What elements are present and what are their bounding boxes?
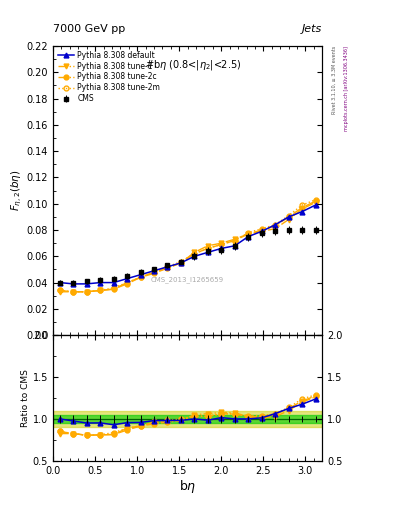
Pythia 8.308 tune-2m [286,212,291,219]
Pythia 8.308 tune-1 [71,289,75,295]
Pythia 8.308 tune-2m [165,264,170,270]
Pythia 8.308 tune-2m [71,289,75,295]
Text: #b$\eta$ (0.8<|$\eta_2$|<2.5): #b$\eta$ (0.8<|$\eta_2$|<2.5) [145,58,241,72]
Pythia 8.308 default [206,249,210,255]
Pythia 8.308 default [111,280,116,286]
Pythia 8.308 tune-2m [206,245,210,251]
Pythia 8.308 tune-2c [111,286,116,292]
Pythia 8.308 default [313,202,318,208]
Pythia 8.308 tune-2m [192,250,197,257]
Pythia 8.308 tune-2m [111,285,116,291]
Pythia 8.308 tune-1 [178,260,183,266]
Pythia 8.308 tune-1 [57,289,62,295]
Pythia 8.308 tune-2m [98,287,103,293]
Pythia 8.308 tune-2m [232,238,237,244]
Pythia 8.308 tune-2m [84,289,89,295]
Pythia 8.308 tune-1 [138,274,143,281]
Pythia 8.308 default [192,253,197,260]
Pythia 8.308 tune-1 [232,236,237,242]
Legend: Pythia 8.308 default, Pythia 8.308 tune-1, Pythia 8.308 tune-2c, Pythia 8.308 tu: Pythia 8.308 default, Pythia 8.308 tune-… [55,48,163,105]
Pythia 8.308 tune-2c [71,289,75,295]
Pythia 8.308 tune-2c [313,198,318,204]
Pythia 8.308 tune-2c [219,241,224,247]
Line: Pythia 8.308 tune-1: Pythia 8.308 tune-1 [57,200,318,294]
Text: CMS_2013_I1265659: CMS_2013_I1265659 [151,276,224,283]
Pythia 8.308 tune-2m [313,197,318,203]
Pythia 8.308 tune-1 [273,226,277,232]
Pythia 8.308 default [57,280,62,286]
Pythia 8.308 tune-2c [57,287,62,293]
Line: Pythia 8.308 tune-2c: Pythia 8.308 tune-2c [57,199,318,294]
Pythia 8.308 default [259,228,264,234]
Pythia 8.308 default [273,222,277,228]
Pythia 8.308 tune-2c [165,265,170,271]
Pythia 8.308 tune-2c [259,227,264,233]
Y-axis label: $F_{\eta,2}(b\eta)$: $F_{\eta,2}(b\eta)$ [9,170,24,211]
Pythia 8.308 tune-2c [178,260,183,266]
Bar [53,411,322,428]
Pythia 8.308 default [125,275,129,282]
Pythia 8.308 tune-2c [206,245,210,251]
Text: Rivet 3.1.10, ≥ 3.3M events: Rivet 3.1.10, ≥ 3.3M events [332,46,337,114]
Pythia 8.308 tune-2m [178,259,183,265]
Pythia 8.308 tune-2m [125,280,129,286]
Pythia 8.308 tune-2m [219,241,224,247]
Bar [53,415,322,423]
Pythia 8.308 tune-2c [300,205,305,211]
Pythia 8.308 default [219,245,224,251]
X-axis label: b$\eta$: b$\eta$ [179,478,196,496]
Pythia 8.308 tune-2m [152,269,156,275]
Pythia 8.308 tune-2m [300,202,305,208]
Pythia 8.308 tune-1 [192,249,197,255]
Pythia 8.308 tune-2c [84,289,89,295]
Pythia 8.308 tune-2c [138,274,143,281]
Pythia 8.308 tune-1 [111,286,116,292]
Pythia 8.308 tune-1 [152,269,156,275]
Pythia 8.308 tune-1 [246,231,251,237]
Pythia 8.308 tune-1 [286,217,291,223]
Text: Jets: Jets [302,24,322,34]
Text: 7000 GeV pp: 7000 GeV pp [53,24,125,34]
Line: Pythia 8.308 tune-2m: Pythia 8.308 tune-2m [57,197,318,294]
Pythia 8.308 tune-1 [206,243,210,249]
Pythia 8.308 default [286,214,291,220]
Pythia 8.308 tune-2m [57,287,62,293]
Line: Pythia 8.308 default: Pythia 8.308 default [57,203,318,286]
Pythia 8.308 default [84,281,89,287]
Pythia 8.308 tune-1 [300,206,305,212]
Pythia 8.308 tune-2m [259,226,264,232]
Pythia 8.308 tune-2m [273,222,277,228]
Pythia 8.308 default [138,272,143,278]
Pythia 8.308 tune-1 [313,199,318,205]
Pythia 8.308 tune-1 [165,265,170,271]
Pythia 8.308 default [98,280,103,286]
Pythia 8.308 tune-2c [232,238,237,244]
Pythia 8.308 tune-2c [125,281,129,287]
Text: mcplots.cern.ch [arXiv:1306.3436]: mcplots.cern.ch [arXiv:1306.3436] [344,46,349,131]
Pythia 8.308 tune-2c [286,214,291,220]
Pythia 8.308 tune-2m [138,274,143,281]
Pythia 8.308 tune-1 [259,228,264,234]
Pythia 8.308 tune-1 [84,289,89,295]
Pythia 8.308 tune-2c [98,287,103,293]
Pythia 8.308 tune-2c [273,223,277,229]
Pythia 8.308 tune-2c [192,250,197,257]
Pythia 8.308 default [178,260,183,266]
Y-axis label: Ratio to CMS: Ratio to CMS [21,369,30,427]
Pythia 8.308 tune-2c [152,270,156,276]
Pythia 8.308 default [232,243,237,249]
Pythia 8.308 default [165,264,170,270]
Pythia 8.308 default [71,281,75,287]
Pythia 8.308 default [152,268,156,274]
Pythia 8.308 tune-2c [246,231,251,237]
Pythia 8.308 tune-1 [219,240,224,246]
Pythia 8.308 tune-2m [246,229,251,236]
Pythia 8.308 tune-1 [125,280,129,286]
Pythia 8.308 tune-1 [98,287,103,293]
Pythia 8.308 default [300,208,305,215]
Pythia 8.308 default [246,233,251,240]
